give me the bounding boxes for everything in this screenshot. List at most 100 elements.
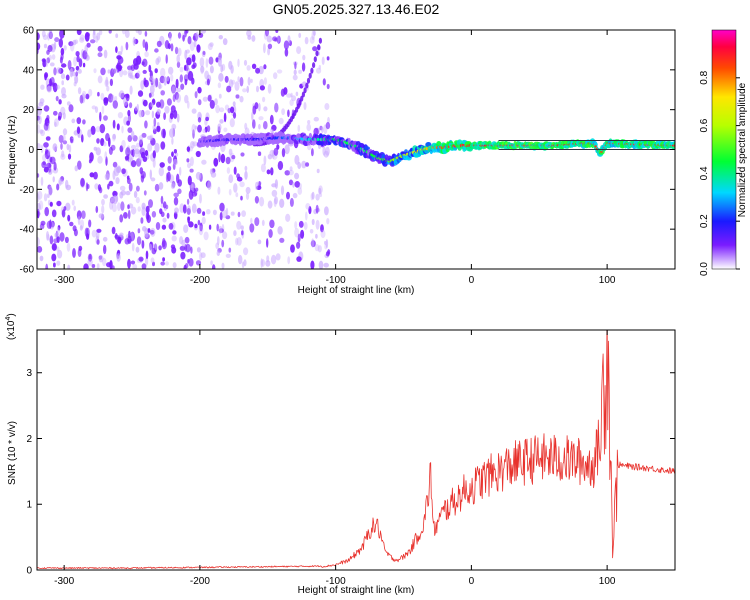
noise-speckle	[69, 221, 74, 227]
noise-speckle	[316, 168, 320, 174]
noise-speckle	[155, 57, 160, 66]
chirp-blob	[306, 77, 311, 84]
noise-speckle	[265, 260, 271, 267]
noise-speckle	[170, 84, 177, 94]
noise-speckle	[173, 109, 178, 119]
noise-speckle	[206, 125, 211, 133]
noise-speckle	[142, 69, 147, 74]
noise-speckle	[321, 56, 325, 65]
x-tick-label: 0	[469, 576, 475, 587]
y-tick-label: 60	[23, 26, 35, 37]
noise-speckle	[149, 84, 155, 94]
noise-speckle	[96, 263, 100, 269]
noise-speckle	[263, 43, 266, 54]
noise-speckle	[47, 44, 53, 53]
noise-speckle	[208, 224, 212, 230]
noise-speckle	[267, 200, 273, 209]
noise-speckle	[295, 91, 299, 97]
noise-speckle	[270, 254, 277, 265]
noise-speckle	[289, 99, 294, 106]
noise-speckle	[206, 78, 210, 86]
noise-speckle	[296, 46, 302, 55]
noise-speckle	[53, 161, 57, 171]
noise-speckle	[302, 54, 306, 61]
noise-speckle	[117, 51, 123, 56]
noise-speckle	[171, 235, 177, 242]
noise-speckle	[254, 181, 259, 191]
noise-speckle	[85, 53, 89, 59]
noise-speckle	[58, 135, 64, 143]
noise-speckle	[103, 244, 107, 255]
noise-speckle	[104, 151, 107, 160]
noise-speckle	[153, 117, 157, 127]
noise-speckle	[181, 239, 186, 247]
noise-speckle	[301, 160, 307, 169]
noise-speckle	[326, 218, 330, 225]
noise-speckle	[81, 90, 87, 99]
noise-speckle	[291, 95, 297, 102]
noise-speckle	[202, 128, 206, 134]
noise-speckle	[147, 143, 153, 152]
noise-speckle	[255, 67, 261, 74]
noise-speckle	[110, 144, 116, 151]
noise-speckle	[51, 209, 57, 218]
noise-speckle	[247, 76, 251, 86]
noise-speckle	[73, 205, 76, 212]
noise-speckle	[250, 217, 253, 224]
noise-speckle	[197, 86, 202, 94]
noise-speckle	[216, 250, 220, 256]
noise-speckle	[98, 255, 104, 263]
noise-speckle	[97, 45, 103, 52]
noise-speckle	[115, 166, 122, 173]
noise-speckle	[161, 240, 167, 250]
noise-speckle	[197, 99, 202, 106]
noise-speckle	[273, 147, 279, 156]
noise-speckle	[159, 99, 165, 109]
noise-speckle	[311, 218, 315, 226]
noise-speckle	[196, 247, 201, 253]
noise-speckle	[143, 79, 149, 88]
noise-speckle	[171, 137, 174, 145]
noise-speckle	[116, 236, 122, 244]
noise-speckle	[94, 183, 99, 190]
noise-speckle	[112, 161, 118, 168]
noise-speckle	[292, 74, 298, 81]
noise-speckle	[48, 186, 53, 196]
noise-speckle	[319, 192, 323, 198]
svg-text:(x104): (x104)	[5, 313, 17, 340]
chirp-blob	[301, 91, 305, 98]
noise-speckle	[275, 253, 281, 261]
spectrogram-noise	[37, 30, 331, 269]
noise-speckle	[40, 84, 45, 90]
noise-speckle	[47, 193, 50, 198]
noise-speckle	[173, 158, 178, 166]
noise-speckle	[281, 148, 286, 158]
noise-speckle	[292, 181, 295, 188]
noise-speckle	[176, 61, 181, 68]
noise-speckle	[241, 261, 245, 269]
noise-speckle	[85, 93, 90, 100]
noise-speckle	[191, 77, 195, 85]
noise-speckle	[81, 210, 86, 219]
noise-speckle	[171, 180, 176, 188]
noise-speckle	[54, 121, 57, 128]
noise-speckle	[40, 176, 44, 186]
noise-speckle	[322, 78, 326, 86]
ridge-halo	[246, 134, 250, 139]
noise-speckle	[310, 193, 314, 201]
noise-speckle	[184, 236, 190, 244]
noise-speckle	[129, 85, 133, 95]
noise-speckle	[207, 180, 212, 190]
noise-speckle	[186, 198, 190, 205]
noise-speckle	[43, 193, 48, 202]
noise-speckle	[325, 251, 330, 257]
y-tick-label: -20	[20, 185, 35, 196]
noise-speckle	[127, 127, 133, 133]
noise-speckle	[109, 260, 113, 269]
noise-speckle	[315, 193, 320, 201]
noise-speckle	[240, 195, 243, 201]
noise-speckle	[63, 45, 67, 51]
noise-speckle	[273, 72, 278, 80]
noise-speckle	[40, 144, 44, 154]
noise-speckle	[75, 71, 79, 77]
